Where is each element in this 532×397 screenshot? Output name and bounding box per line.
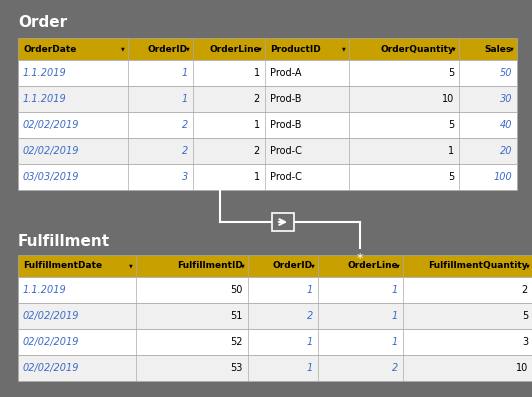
Text: 1: 1 xyxy=(182,68,188,78)
Text: 1: 1 xyxy=(307,363,313,373)
Text: FulfillmentQuantity: FulfillmentQuantity xyxy=(428,262,528,270)
Text: OrderID: OrderID xyxy=(273,262,313,270)
Text: Prod-C: Prod-C xyxy=(270,146,302,156)
Text: Sales: Sales xyxy=(485,44,512,54)
Text: Order: Order xyxy=(18,15,67,30)
Bar xyxy=(272,213,294,231)
Bar xyxy=(459,38,517,60)
Text: 1: 1 xyxy=(392,337,398,347)
Bar xyxy=(18,303,532,329)
Text: ProductID: ProductID xyxy=(270,44,321,54)
Text: ▼: ▼ xyxy=(258,46,262,52)
Text: OrderLine: OrderLine xyxy=(347,262,398,270)
Text: *: * xyxy=(357,252,363,265)
Text: 20: 20 xyxy=(500,146,512,156)
Bar xyxy=(265,38,349,60)
Text: ▼: ▼ xyxy=(452,46,456,52)
Text: 1.1.2019: 1.1.2019 xyxy=(23,94,66,104)
Bar xyxy=(136,255,248,277)
Text: 2: 2 xyxy=(522,285,528,295)
Text: Prod-C: Prod-C xyxy=(270,172,302,182)
Text: 10: 10 xyxy=(442,94,454,104)
Bar xyxy=(18,329,532,355)
Bar xyxy=(318,255,403,277)
Text: OrderQuantity: OrderQuantity xyxy=(380,44,454,54)
Text: 2: 2 xyxy=(254,94,260,104)
Bar xyxy=(18,86,517,112)
Text: 1: 1 xyxy=(254,68,260,78)
Text: 50: 50 xyxy=(500,68,512,78)
Text: 5: 5 xyxy=(448,120,454,130)
Text: Fulfillment: Fulfillment xyxy=(18,234,110,249)
Bar xyxy=(403,255,532,277)
Text: FulfillmentDate: FulfillmentDate xyxy=(23,262,102,270)
Bar xyxy=(18,355,532,381)
Bar xyxy=(18,38,128,60)
Text: ▼: ▼ xyxy=(186,46,190,52)
Text: ▼: ▼ xyxy=(526,264,530,268)
Text: 2: 2 xyxy=(392,363,398,373)
Text: ▼: ▼ xyxy=(311,264,315,268)
Text: Prod-B: Prod-B xyxy=(270,120,302,130)
Text: 1: 1 xyxy=(392,311,398,321)
Text: 50: 50 xyxy=(231,285,243,295)
Text: 1.1.2019: 1.1.2019 xyxy=(23,68,66,78)
Text: 02/02/2019: 02/02/2019 xyxy=(23,311,79,321)
Text: 2: 2 xyxy=(254,146,260,156)
Text: 100: 100 xyxy=(493,172,512,182)
Bar xyxy=(193,38,265,60)
Text: 40: 40 xyxy=(500,120,512,130)
Bar xyxy=(128,38,193,60)
Bar xyxy=(18,277,532,303)
Text: Prod-A: Prod-A xyxy=(270,68,302,78)
Bar xyxy=(248,255,318,277)
Text: 02/02/2019: 02/02/2019 xyxy=(23,120,79,130)
Text: 5: 5 xyxy=(522,311,528,321)
Text: 03/03/2019: 03/03/2019 xyxy=(23,172,79,182)
Text: 5: 5 xyxy=(448,172,454,182)
Text: OrderDate: OrderDate xyxy=(23,44,77,54)
Text: ▼: ▼ xyxy=(342,46,346,52)
Text: OrderID: OrderID xyxy=(148,44,188,54)
Text: 1: 1 xyxy=(182,94,188,104)
Text: ▼: ▼ xyxy=(241,264,245,268)
Text: 53: 53 xyxy=(231,363,243,373)
Text: 1: 1 xyxy=(307,337,313,347)
Text: 2: 2 xyxy=(307,311,313,321)
Text: *: * xyxy=(217,183,223,196)
Text: 1: 1 xyxy=(448,146,454,156)
Text: OrderLine: OrderLine xyxy=(209,44,260,54)
Text: 1: 1 xyxy=(254,120,260,130)
Text: 2: 2 xyxy=(182,120,188,130)
Bar xyxy=(18,138,517,164)
Text: 52: 52 xyxy=(230,337,243,347)
Text: 02/02/2019: 02/02/2019 xyxy=(23,363,79,373)
Text: 3: 3 xyxy=(182,172,188,182)
Text: 5: 5 xyxy=(448,68,454,78)
Bar xyxy=(18,255,136,277)
Text: 51: 51 xyxy=(231,311,243,321)
Text: 2: 2 xyxy=(182,146,188,156)
Text: ▼: ▼ xyxy=(510,46,514,52)
Text: 1: 1 xyxy=(392,285,398,295)
Bar xyxy=(349,38,459,60)
Text: ▼: ▼ xyxy=(121,46,125,52)
Bar xyxy=(18,112,517,138)
Text: 1: 1 xyxy=(254,172,260,182)
Text: 10: 10 xyxy=(516,363,528,373)
Text: 30: 30 xyxy=(500,94,512,104)
Text: FulfillmentID: FulfillmentID xyxy=(177,262,243,270)
Text: 1.1.2019: 1.1.2019 xyxy=(23,285,66,295)
Text: ▼: ▼ xyxy=(129,264,133,268)
Text: 02/02/2019: 02/02/2019 xyxy=(23,146,79,156)
Text: ▼: ▼ xyxy=(396,264,400,268)
Bar xyxy=(18,164,517,190)
Text: Prod-B: Prod-B xyxy=(270,94,302,104)
Text: 3: 3 xyxy=(522,337,528,347)
Text: 1: 1 xyxy=(307,285,313,295)
Bar xyxy=(18,60,517,86)
Text: 02/02/2019: 02/02/2019 xyxy=(23,337,79,347)
